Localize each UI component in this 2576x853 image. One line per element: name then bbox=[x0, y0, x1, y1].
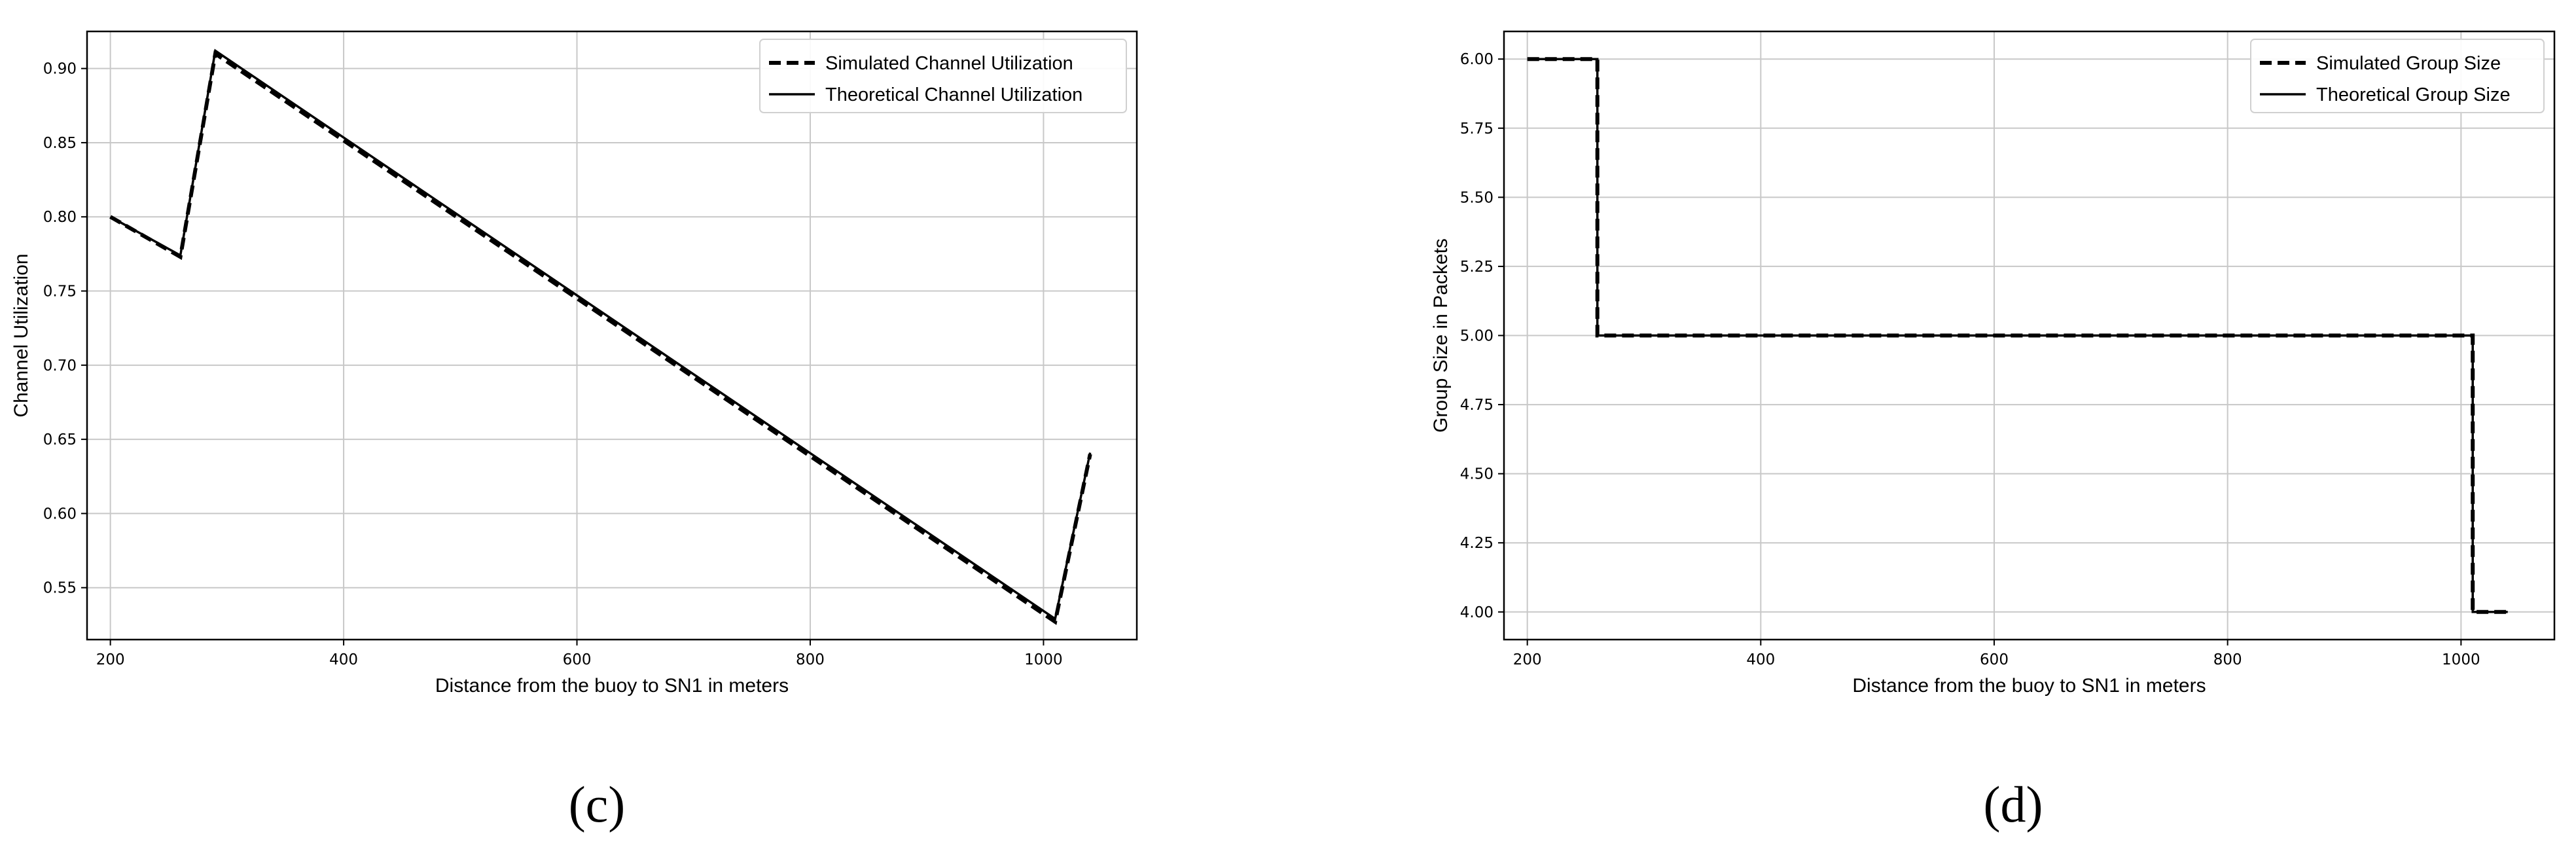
x-tick-label: 800 bbox=[2213, 651, 2242, 668]
x-tick-label: 1000 bbox=[2442, 651, 2480, 668]
legend-entry: Simulated Channel Utilization bbox=[825, 53, 1073, 74]
legend: Simulated Group Size Theoretical Group Si… bbox=[2250, 39, 2545, 113]
y-tick-label: 0.85 bbox=[43, 135, 77, 152]
x-tick-label: 200 bbox=[1513, 651, 1542, 668]
y-tick-label: 0.75 bbox=[43, 283, 77, 300]
legend-box bbox=[2250, 39, 2545, 113]
x-axis-label: Distance from the buoy to SN1 in meters bbox=[435, 675, 789, 697]
y-axis-label: Group Size in Packets bbox=[1430, 238, 1452, 433]
plot-frame bbox=[86, 30, 1138, 641]
panel-label: (c) bbox=[569, 776, 626, 833]
y-tick-label: 5.25 bbox=[1460, 259, 1494, 276]
theoretical-series-line bbox=[109, 48, 1092, 621]
x-tick-label: 1000 bbox=[1024, 651, 1063, 668]
x-tick-label: 800 bbox=[796, 651, 825, 668]
y-tick-label: 0.65 bbox=[43, 431, 77, 448]
x-tick-label: 200 bbox=[96, 651, 125, 668]
legend-entry: Theoretical Group Size bbox=[2316, 84, 2511, 105]
y-tick-label: 4.75 bbox=[1460, 397, 1494, 414]
y-tick-label: 0.60 bbox=[43, 505, 77, 522]
legend-entry: Theoretical Channel Utilization bbox=[825, 84, 1082, 105]
y-tick-label: 0.90 bbox=[43, 61, 77, 78]
chart-d: 200 400 600 800 1000 4.00 4.25 4.50 4.75 5.00 5.25… bbox=[1430, 30, 2556, 833]
y-tick-label: 5.00 bbox=[1460, 328, 1494, 345]
x-tick-label: 400 bbox=[329, 651, 358, 668]
y-tick-label: 0.80 bbox=[43, 209, 77, 226]
x-tick-label: 400 bbox=[1746, 651, 1775, 668]
panel-label: (d) bbox=[1984, 776, 2043, 833]
x-tick-label: 600 bbox=[1980, 651, 2009, 668]
y-tick-label: 4.50 bbox=[1460, 466, 1494, 483]
simulated-series-line bbox=[109, 50, 1092, 625]
y-axis-label: Channel Utilization bbox=[10, 253, 32, 417]
chart-c: 200 400 600 800 1000 0.55 0.60 0.65 0.70 0.75 0.80… bbox=[10, 30, 1138, 833]
y-tick-label: 4.25 bbox=[1460, 535, 1494, 552]
x-tick-label: 600 bbox=[563, 651, 592, 668]
y-tick-label: 0.55 bbox=[43, 580, 77, 597]
y-tick-label: 0.70 bbox=[43, 357, 77, 374]
legend: Simulated Channel Utilization Theoretical… bbox=[759, 39, 1127, 113]
legend-entry: Simulated Group Size bbox=[2316, 53, 2501, 74]
y-tick-label: 4.00 bbox=[1460, 604, 1494, 621]
y-tick-label: 5.75 bbox=[1460, 120, 1494, 137]
legend-box bbox=[759, 39, 1127, 113]
theoretical-series-line bbox=[1527, 58, 2508, 613]
x-axis-label: Distance from the buoy to SN1 in meters bbox=[1852, 675, 2206, 697]
y-tick-label: 6.00 bbox=[1460, 51, 1494, 68]
y-tick-label: 5.50 bbox=[1460, 189, 1494, 206]
